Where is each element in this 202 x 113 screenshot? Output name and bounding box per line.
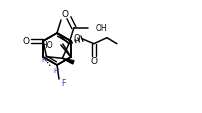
Text: OH: OH [96,24,107,33]
Text: O: O [23,37,30,46]
Text: H: H [54,67,59,73]
Polygon shape [62,59,74,64]
Text: O: O [90,57,97,66]
Text: HO: HO [41,40,53,49]
Text: O: O [61,10,68,19]
Text: F: F [61,79,65,88]
Text: O: O [73,33,80,42]
Text: H: H [42,56,47,62]
